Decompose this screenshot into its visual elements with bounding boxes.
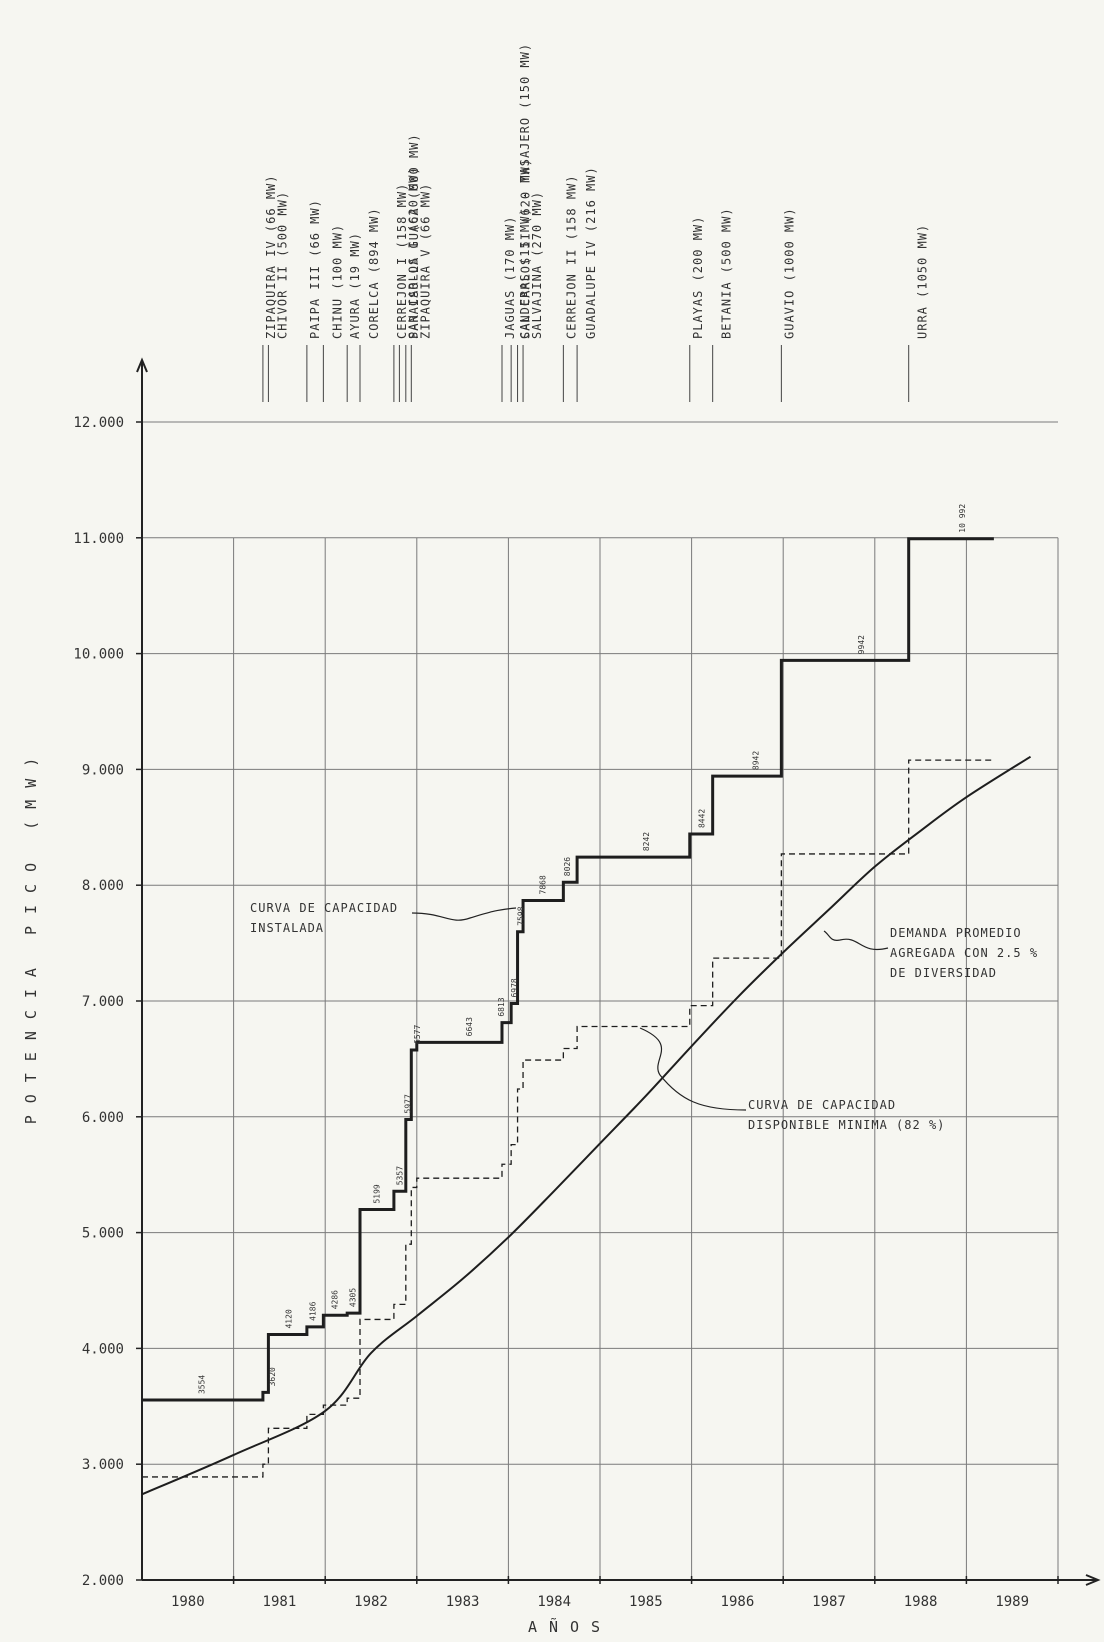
value-label: 6813 (497, 997, 506, 1016)
y-tick-label: 6.000 (82, 1110, 124, 1126)
plant-label: PARAISO-LA GUACA (600 MW) (407, 133, 421, 339)
annotation-leader (639, 1027, 747, 1111)
value-label: 5977 (404, 1094, 413, 1113)
y-tick-labels: 2.000 3.000 4.000 5.000 6.000 7.000 8.000 9.000… (73, 415, 124, 1589)
series-demanda-line (141, 755, 1032, 1496)
annotation-text: CURVA DE CAPACIDAD (748, 1098, 896, 1112)
plant-label: SAN CARLOS I (620 MW) (406, 166, 420, 339)
grid (142, 421, 1059, 1580)
y-axis-label: POTENCIA PICO (MW) (22, 746, 40, 1125)
plant-label: PAIPA III (66 MW) (308, 199, 322, 339)
y-tick-label: 5.000 (82, 1226, 124, 1242)
plant-label: BETANIA (500 MW) (720, 207, 734, 339)
plant-label: SALVAJINA (270 MW) (530, 191, 544, 339)
y-tick-label: 8.000 (82, 878, 124, 894)
y-tick-label: 11.000 (73, 531, 124, 547)
value-label: 9942 (857, 635, 866, 654)
value-labels: 3554 3620 4120 4186 4286 4305 5199 5357 5977 6577… (198, 504, 967, 1394)
y-tick-label: 7.000 (82, 994, 124, 1010)
value-label: 4120 (285, 1309, 294, 1328)
plant-label: CHINU (100 MW) (330, 224, 344, 339)
y-tick-label: 2.000 (82, 1573, 124, 1589)
x-tick-label: 1988 (904, 1594, 938, 1610)
plant-label: CERREJON I (158 MW) (395, 183, 409, 339)
x-tick-label: 1981 (263, 1594, 297, 1610)
x-tick-label: 1985 (629, 1594, 663, 1610)
annotations: CURVA DE CAPACIDAD INSTALADA CURVA DE CAPA… (250, 901, 1038, 1132)
plant-label: ZIPAQUIRA V (66 MW) (418, 183, 432, 339)
value-label: 5199 (372, 1184, 381, 1203)
value-label: 7868 (538, 875, 547, 894)
plant-label: GUAVIO (1000 MW) (782, 207, 796, 339)
plant-addition-labels: ZIPAQUIRA IV (66 MW)CHIVOR II (500 MW) PA… (262, 43, 930, 402)
y-tick-label: 4.000 (82, 1341, 124, 1357)
value-label: 3554 (198, 1375, 207, 1394)
annotation-text: DE DIVERSIDAD (890, 966, 997, 980)
plant-label: ZIPAQUIRA IV (66 MW) (264, 175, 278, 340)
value-label: 8442 (698, 809, 707, 828)
x-tick-label: 1986 (721, 1594, 755, 1610)
plant-label: CORELCA (894 MW) (367, 207, 381, 339)
value-label: 4186 (308, 1301, 317, 1320)
x-tick-label: 1984 (537, 1594, 571, 1610)
x-axis-label: AÑOS (528, 1617, 612, 1636)
x-tick-label: 1980 (171, 1594, 205, 1610)
y-axis-arrow (136, 357, 148, 373)
plant-label: URRA (1050 MW) (916, 224, 930, 339)
plant-label: SAN CARLOS II (620 MW) (519, 158, 533, 339)
annotation-leader (823, 930, 889, 951)
plant-label: CERREJON II (158 MW) (564, 175, 578, 340)
axes (136, 357, 1101, 1586)
value-label: 8242 (642, 832, 651, 851)
value-label: 4286 (330, 1290, 339, 1309)
series-group (141, 537, 1032, 1496)
x-axis-arrow (1085, 1574, 1101, 1586)
value-label: 8026 (563, 857, 572, 876)
value-label: 10 992 (958, 504, 967, 533)
plant-label: CHIVOR II (500 MW) (275, 191, 289, 339)
x-tick-labels: 1980 1981 1982 1983 1984 1985 1986 1987 1988 1989 (171, 1594, 1029, 1610)
annotation-text: CURVA DE CAPACIDAD (250, 901, 398, 915)
annotation-text: DEMANDA PROMEDIO (890, 926, 1022, 940)
plant-label: PLAYAS (200 MW) (691, 216, 705, 339)
y-tick-label: 3.000 (82, 1457, 124, 1473)
value-label: 3620 (268, 1367, 277, 1386)
value-label: 7598 (516, 906, 525, 925)
value-label: 6577 (413, 1025, 422, 1044)
value-label: 5357 (395, 1166, 404, 1185)
annotation-text: DISPONIBLE MINIMA (82 %) (748, 1118, 945, 1132)
annotation-text: INSTALADA (250, 921, 324, 935)
plant-label: GUADALUPE IV (216 MW) (584, 166, 598, 339)
plant-label: CALDERAS (15 MW) - TASAJERO (150 MW) (518, 43, 532, 339)
annotation-text: AGREGADA CON 2.5 % (890, 946, 1038, 960)
x-tick-label: 1987 (812, 1594, 846, 1610)
y-tick-label: 9.000 (82, 762, 124, 778)
y-tick-label: 10.000 (73, 647, 124, 663)
value-label: 4305 (349, 1288, 358, 1307)
plant-label: AYURA (19 MW) (348, 232, 362, 339)
series-instalada-line (142, 537, 994, 1402)
value-label: 8942 (752, 751, 761, 770)
y-tick-label: 12.000 (73, 415, 124, 431)
x-tick-label: 1982 (354, 1594, 388, 1610)
plant-label: JAGUAS (170 MW) (503, 216, 517, 339)
value-label: 6643 (465, 1017, 474, 1036)
x-tick-label: 1983 (446, 1594, 480, 1610)
annotation-leader (411, 907, 517, 921)
x-tick-label: 1989 (995, 1594, 1029, 1610)
value-label: 6978 (510, 978, 519, 997)
